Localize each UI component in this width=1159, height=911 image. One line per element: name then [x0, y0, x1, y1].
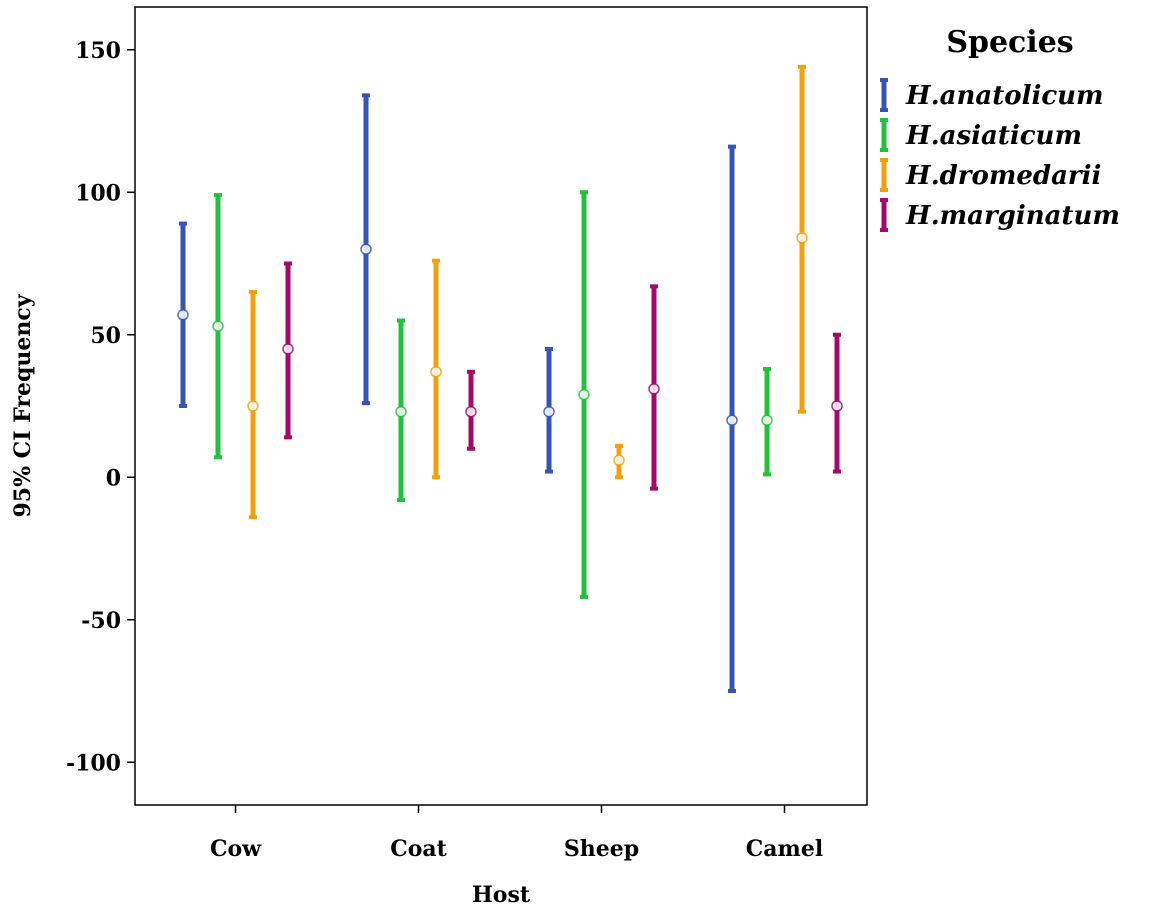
- error-bar: [360, 93, 372, 406]
- y-tick-label: 0: [106, 465, 121, 491]
- legend-item: H.anatolicum: [880, 78, 1104, 112]
- plot-area: [134, 6, 868, 806]
- error-bar: [212, 193, 224, 460]
- x-tick-label: Cow: [210, 836, 262, 862]
- legend-item: H.asiaticum: [880, 118, 1082, 152]
- mean-marker: [543, 405, 555, 418]
- mean-marker: [831, 400, 843, 412]
- legend-label: H.asiaticum: [905, 121, 1082, 151]
- error-bar: [395, 318, 407, 503]
- y-axis-title: 95% CI Frequency: [10, 293, 36, 517]
- y-axis: -100 -50 0 50 100 150: [66, 38, 135, 776]
- legend-title: Species: [946, 25, 1073, 60]
- mean-marker: [247, 400, 259, 412]
- mean-marker: [212, 320, 224, 332]
- mean-marker: [282, 343, 294, 355]
- mean-marker: [648, 383, 660, 395]
- mean-marker: [177, 309, 189, 321]
- y-tick-label: 150: [75, 38, 121, 64]
- mean-marker: [465, 405, 477, 418]
- legend-label: H.anatolicum: [905, 81, 1104, 111]
- error-bar: [247, 290, 259, 520]
- error-bar: [613, 443, 625, 480]
- error-bar: [543, 347, 555, 474]
- error-bar: [796, 64, 808, 414]
- y-tick-label: -100: [66, 750, 121, 776]
- legend-label: H.marginatum: [905, 201, 1120, 231]
- x-tick-label: Camel: [746, 836, 823, 862]
- mean-marker: [761, 414, 773, 426]
- error-bar: [430, 258, 442, 480]
- mean-marker: [360, 243, 372, 255]
- legend-item: H.dromedarii: [880, 158, 1101, 192]
- legend-label: H.dromedarii: [905, 161, 1101, 191]
- legend-item: H.marginatum: [880, 198, 1120, 232]
- mean-marker: [613, 454, 625, 466]
- error-bar: [578, 190, 590, 599]
- y-tick-label: 100: [75, 180, 121, 206]
- error-bar: [831, 332, 843, 474]
- mean-marker: [395, 405, 407, 418]
- mean-marker: [578, 388, 590, 401]
- x-axis: Cow Coat Sheep Camel: [210, 805, 823, 862]
- error-bar: [465, 369, 477, 451]
- error-bar: [648, 284, 660, 491]
- error-bars: [177, 64, 843, 693]
- x-tick-label: Coat: [390, 836, 447, 862]
- mean-marker: [726, 414, 738, 426]
- x-axis-title: Host: [472, 882, 531, 908]
- mean-marker: [430, 366, 442, 378]
- error-bar: [177, 221, 189, 408]
- error-bar: [761, 366, 773, 477]
- x-tick-label: Sheep: [564, 836, 639, 862]
- error-bar: [726, 144, 738, 693]
- error-bar: [282, 261, 294, 440]
- y-tick-label: -50: [81, 608, 121, 634]
- legend: Species H.anatolicum H.asiaticum H.dromeda…: [880, 25, 1120, 232]
- mean-marker: [796, 232, 808, 244]
- y-tick-label: 50: [90, 323, 121, 349]
